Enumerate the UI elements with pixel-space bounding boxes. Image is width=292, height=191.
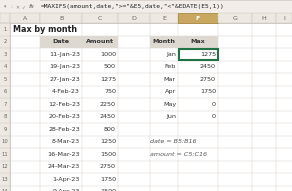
Text: 28-Feb-23: 28-Feb-23: [48, 127, 80, 132]
Text: E: E: [162, 15, 166, 20]
Text: 2750: 2750: [100, 164, 116, 169]
Bar: [218, 13, 252, 23]
Bar: [0, 0, 40, 13]
Text: A: A: [23, 15, 27, 20]
Bar: [252, 13, 276, 23]
Bar: [0, 23, 10, 191]
Text: 11-Jan-23: 11-Jan-23: [49, 52, 80, 57]
Text: 800: 800: [104, 127, 116, 132]
Text: Mar: Mar: [164, 77, 176, 82]
Text: May: May: [163, 102, 176, 107]
Text: Month: Month: [152, 39, 175, 44]
Text: 8-Mar-23: 8-Mar-23: [52, 139, 80, 144]
Text: 0: 0: [212, 114, 216, 119]
Text: H: H: [262, 15, 266, 20]
Text: 10: 10: [2, 139, 8, 144]
Text: 1275: 1275: [200, 52, 216, 57]
Text: G: G: [232, 15, 237, 20]
Text: 27-Jan-23: 27-Jan-23: [49, 77, 80, 82]
Text: amount = C5:C16: amount = C5:C16: [150, 152, 207, 157]
Text: 1500: 1500: [100, 152, 116, 157]
Bar: [0, 13, 10, 23]
Bar: [0, 0, 292, 13]
Text: 3: 3: [4, 52, 7, 57]
Text: Apr: Apr: [165, 89, 176, 94]
Text: 0: 0: [212, 102, 216, 107]
Text: 12-Feb-23: 12-Feb-23: [48, 102, 80, 107]
Text: fx: fx: [29, 4, 35, 9]
Text: 4-Feb-23: 4-Feb-23: [52, 89, 80, 94]
Text: ✕: ✕: [15, 4, 19, 9]
Text: date = B5:B16: date = B5:B16: [150, 139, 197, 144]
Text: 14: 14: [2, 189, 8, 191]
Text: 24-Mar-23: 24-Mar-23: [48, 164, 80, 169]
Text: 12: 12: [2, 164, 8, 169]
Text: 7: 7: [3, 102, 7, 107]
Text: Max by month: Max by month: [13, 25, 77, 34]
Text: 9: 9: [3, 127, 7, 132]
Text: 2450: 2450: [200, 64, 216, 69]
Bar: [178, 13, 218, 23]
Text: 500: 500: [104, 64, 116, 69]
Bar: [82, 13, 118, 23]
Text: ✓: ✓: [21, 4, 25, 9]
Bar: [118, 13, 150, 23]
Text: 11: 11: [2, 152, 8, 157]
Text: F: F: [196, 15, 200, 20]
Text: 2450: 2450: [100, 114, 116, 119]
Text: Amount: Amount: [86, 39, 114, 44]
Bar: [276, 13, 292, 23]
Text: 2: 2: [3, 39, 7, 44]
Text: ▾: ▾: [4, 4, 6, 9]
Text: 6: 6: [3, 89, 7, 94]
Text: 13: 13: [2, 177, 8, 182]
Text: =MAXIFS(amount,date,">="&E5,date,"<"&EDATE(E5,1)): =MAXIFS(amount,date,">="&E5,date,"<"&EDA…: [41, 4, 225, 9]
Bar: [40, 36, 118, 48]
Text: 1000: 1000: [100, 52, 116, 57]
Bar: [40, 13, 82, 23]
Text: C: C: [98, 15, 102, 20]
Text: 1275: 1275: [100, 77, 116, 82]
Text: 20-Feb-23: 20-Feb-23: [48, 114, 80, 119]
Text: Feb: Feb: [165, 64, 176, 69]
Bar: [150, 36, 218, 48]
Text: 1750: 1750: [200, 89, 216, 94]
Bar: [10, 13, 40, 23]
Text: 1-Apr-23: 1-Apr-23: [53, 177, 80, 182]
Text: I: I: [283, 15, 285, 20]
Bar: [150, 13, 178, 23]
Text: Date: Date: [53, 39, 69, 44]
Bar: [178, 49, 218, 60]
Text: 8: 8: [3, 114, 7, 119]
Bar: [0, 13, 292, 23]
Text: 9-Apr-23: 9-Apr-23: [53, 189, 80, 191]
Text: 750: 750: [104, 89, 116, 94]
Text: 1250: 1250: [100, 139, 116, 144]
Text: :: :: [10, 4, 12, 9]
Text: B: B: [59, 15, 63, 20]
Text: 19-Jan-23: 19-Jan-23: [49, 64, 80, 69]
Text: 16-Mar-23: 16-Mar-23: [48, 152, 80, 157]
Text: 1500: 1500: [100, 189, 116, 191]
Text: 1: 1: [3, 27, 7, 32]
Text: Max: Max: [191, 39, 205, 44]
Text: 1750: 1750: [100, 177, 116, 182]
Text: 2250: 2250: [100, 102, 116, 107]
Bar: [10, 23, 292, 191]
Text: 4: 4: [3, 64, 7, 69]
Text: 5: 5: [3, 77, 7, 82]
Text: Jan: Jan: [166, 52, 176, 57]
Text: 2750: 2750: [200, 77, 216, 82]
Text: D: D: [132, 15, 136, 20]
Text: Jun: Jun: [166, 114, 176, 119]
